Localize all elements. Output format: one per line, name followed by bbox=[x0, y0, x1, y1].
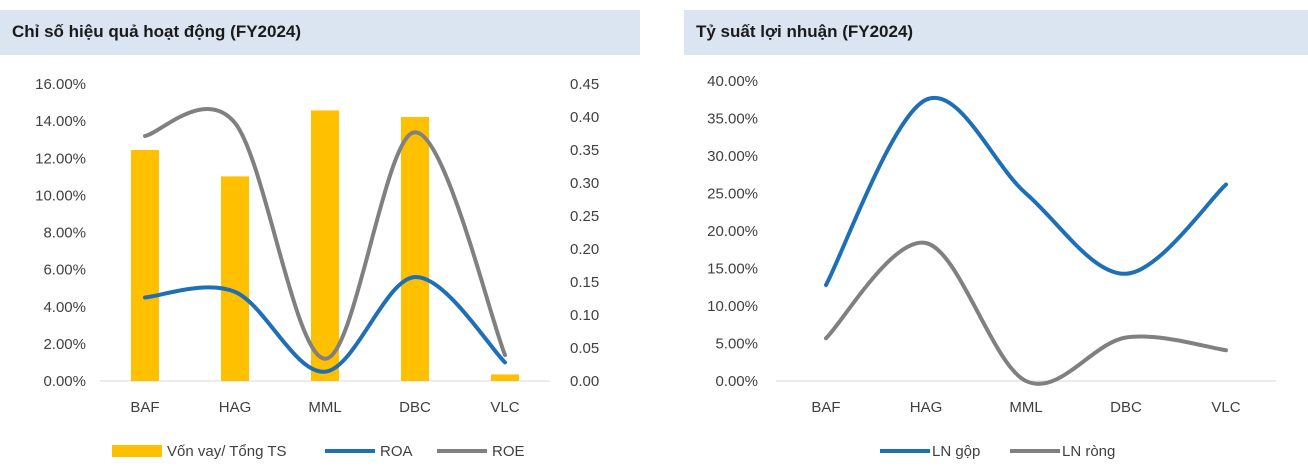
y-left-tick-label: 8.00% bbox=[43, 225, 86, 242]
x-tick-label: MML bbox=[1009, 399, 1042, 416]
y-tick-label: 30.00% bbox=[707, 148, 758, 165]
y-left-tick-label: 14.00% bbox=[35, 113, 86, 130]
x-tick-label: HAG bbox=[219, 399, 252, 416]
panel-operating-efficiency: Chỉ số hiệu quả hoạt động (FY2024) 0.00%… bbox=[0, 0, 640, 474]
y-tick-label: 10.00% bbox=[707, 298, 758, 315]
y-right-tick-label: 0.35 bbox=[570, 142, 599, 159]
bar bbox=[401, 117, 429, 381]
x-tick-label: MML bbox=[308, 399, 341, 416]
y-left-tick-label: 4.00% bbox=[43, 299, 86, 316]
y-tick-label: 40.00% bbox=[707, 73, 758, 90]
x-tick-label: VLC bbox=[490, 399, 519, 416]
x-tick-label: BAF bbox=[130, 399, 159, 416]
y-tick-label: 0.00% bbox=[715, 373, 758, 390]
legend-swatch-bar bbox=[112, 445, 162, 457]
y-tick-label: 5.00% bbox=[715, 336, 758, 353]
legend-label: LN ròng bbox=[1062, 443, 1115, 460]
y-right-tick-label: 0.30 bbox=[570, 175, 599, 192]
x-tick-label: BAF bbox=[811, 399, 840, 416]
bar bbox=[491, 374, 519, 381]
y-left-tick-label: 12.00% bbox=[35, 150, 86, 167]
series-line-ln-gop bbox=[824, 95, 1228, 287]
panel-header: Tỷ suất lợi nhuận (FY2024) bbox=[684, 10, 1308, 55]
y-tick-label: 15.00% bbox=[707, 261, 758, 278]
y-right-tick-label: 0.15 bbox=[570, 274, 599, 291]
y-right-tick-label: 0.05 bbox=[570, 340, 599, 357]
bar bbox=[221, 176, 249, 381]
x-tick-label: VLC bbox=[1211, 399, 1240, 416]
y-right-tick-label: 0.00 bbox=[570, 373, 599, 390]
x-tick-label: HAG bbox=[910, 399, 943, 416]
x-tick-label: DBC bbox=[1110, 399, 1142, 416]
y-right-tick-label: 0.20 bbox=[570, 241, 599, 258]
legend-label: ROA bbox=[380, 443, 413, 460]
chart-title: Chỉ số hiệu quả hoạt động (FY2024) bbox=[12, 22, 302, 41]
y-right-tick-label: 0.25 bbox=[570, 208, 599, 225]
chart-title: Tỷ suất lợi nhuận (FY2024) bbox=[696, 22, 914, 41]
series-line-roe bbox=[143, 107, 507, 361]
legend-label: Vốn vay/ Tổng TS bbox=[167, 443, 287, 460]
y-tick-label: 35.00% bbox=[707, 111, 758, 128]
panel-profit-margin: Tỷ suất lợi nhuận (FY2024) 0.00% 5.00% 10.… bbox=[684, 0, 1308, 474]
y-left-tick-label: 0.00% bbox=[43, 373, 86, 390]
y-right-tick-label: 0.45 bbox=[570, 76, 599, 93]
y-left-tick-label: 16.00% bbox=[35, 76, 86, 93]
series-line-ln-rong bbox=[824, 240, 1228, 386]
y-right-tick-label: 0.10 bbox=[570, 307, 599, 324]
profit-margin-chart: 0.00% 5.00% 10.00% 15.00% 20.00% 25.00% 30.00%… bbox=[707, 73, 1276, 460]
bar bbox=[311, 110, 339, 382]
y-right-tick-label: 0.40 bbox=[570, 109, 599, 126]
legend-label: LN gộp bbox=[932, 443, 980, 460]
y-left-tick-label: 2.00% bbox=[43, 336, 86, 353]
bar bbox=[131, 150, 159, 381]
y-tick-label: 25.00% bbox=[707, 186, 758, 203]
legend-label: ROE bbox=[492, 443, 525, 460]
series-line-roa bbox=[143, 275, 507, 374]
panel-header: Chỉ số hiệu quả hoạt động (FY2024) bbox=[0, 10, 640, 55]
operating-efficiency-chart: 0.00% 2.00% 4.00% 6.00% 8.00% 10.00% 12.00% 14.… bbox=[35, 76, 599, 460]
y-tick-label: 20.00% bbox=[707, 223, 758, 240]
y-left-tick-label: 6.00% bbox=[43, 262, 86, 279]
x-tick-label: DBC bbox=[399, 399, 431, 416]
y-left-tick-label: 10.00% bbox=[35, 187, 86, 204]
